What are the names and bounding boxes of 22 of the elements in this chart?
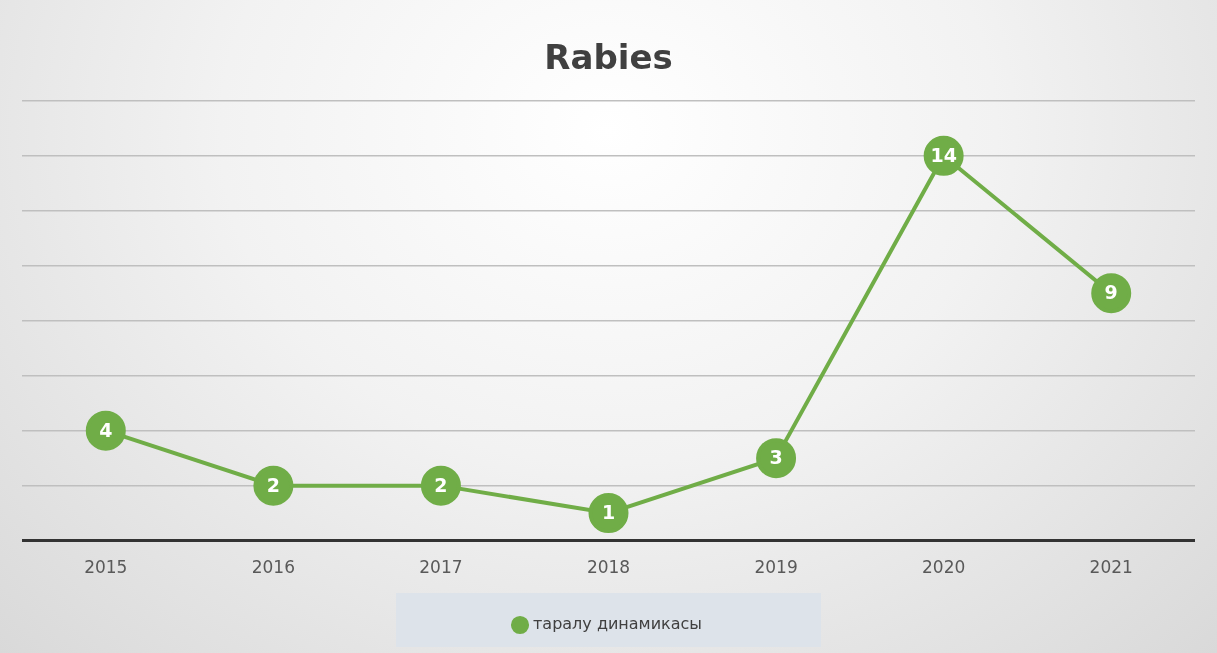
legend-label: таралу динамикасы xyxy=(533,614,702,634)
x-tick-label: 2016 xyxy=(251,557,295,578)
point xyxy=(253,465,294,506)
data-label: 1 xyxy=(601,501,616,524)
data-label: 9 xyxy=(1104,281,1118,304)
x-tick-label: 2017 xyxy=(419,557,463,578)
point xyxy=(85,410,126,451)
data-label: 2 xyxy=(266,473,280,496)
data-label: 2 xyxy=(434,473,448,496)
x-tick-label: 2021 xyxy=(1089,557,1133,578)
x-tick-label: 2015 xyxy=(84,557,128,578)
data-label: 3 xyxy=(769,446,783,469)
chart-title: Rabies xyxy=(544,37,673,78)
data-label: 14 xyxy=(930,143,957,166)
point xyxy=(756,438,797,479)
x-tick-label: 2019 xyxy=(754,557,798,578)
point xyxy=(1091,273,1132,314)
point xyxy=(420,465,461,506)
x-tick-label: 2020 xyxy=(922,557,966,578)
point xyxy=(588,493,629,534)
x-tick-label: 2018 xyxy=(586,557,631,578)
data-label: 4 xyxy=(99,418,113,441)
